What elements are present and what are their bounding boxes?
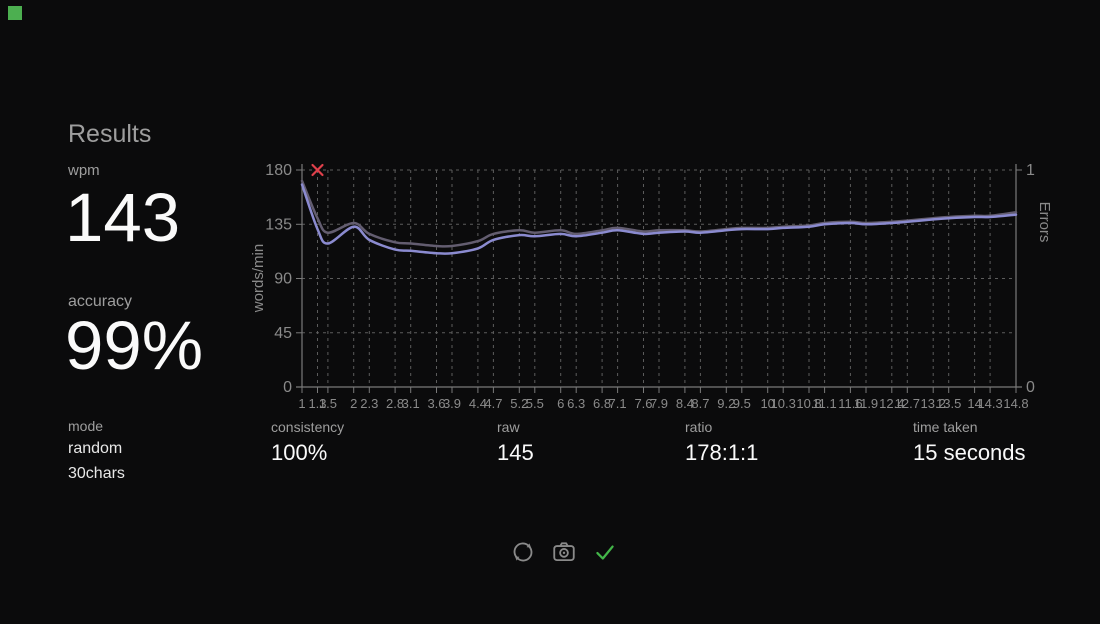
time-taken-label: time taken <box>913 419 978 435</box>
consistency-value: 100% <box>271 440 328 465</box>
done-button[interactable] <box>592 539 618 565</box>
svg-text:14.8: 14.8 <box>1003 396 1028 411</box>
page-title: Results <box>68 120 152 148</box>
ratio-label: ratio <box>685 419 713 435</box>
svg-text:11.6: 11.6 <box>838 396 862 411</box>
svg-text:1.5: 1.5 <box>319 396 337 411</box>
svg-text:180: 180 <box>265 162 292 179</box>
stat-ratio: ratio 178:1:1 <box>685 419 758 466</box>
svg-text:8.7: 8.7 <box>691 396 709 411</box>
chart-axes <box>296 164 1022 393</box>
svg-text:7.6: 7.6 <box>634 396 652 411</box>
svg-text:6.3: 6.3 <box>567 396 585 411</box>
svg-text:3.6: 3.6 <box>427 396 445 411</box>
svg-text:10.8: 10.8 <box>796 396 821 411</box>
svg-text:11.9: 11.9 <box>854 396 878 411</box>
time-taken-value: 15 seconds <box>913 440 1026 465</box>
svg-text:9.2: 9.2 <box>717 396 735 411</box>
svg-text:6.8: 6.8 <box>593 396 611 411</box>
svg-text:2.8: 2.8 <box>386 396 404 411</box>
svg-text:3.9: 3.9 <box>443 396 461 411</box>
svg-text:2: 2 <box>350 396 357 411</box>
svg-text:2.3: 2.3 <box>360 396 378 411</box>
mode-value-length: 30chars <box>68 465 125 482</box>
action-bar <box>510 539 618 565</box>
svg-text:1.3: 1.3 <box>308 396 326 411</box>
svg-text:1: 1 <box>1026 162 1035 179</box>
camera-icon <box>553 542 575 562</box>
svg-text:14: 14 <box>967 396 981 411</box>
stat-consistency: consistency 100% <box>271 419 344 466</box>
accuracy-value: 99% <box>65 307 204 384</box>
svg-text:0: 0 <box>1026 379 1035 396</box>
svg-text:13.5: 13.5 <box>936 396 961 411</box>
svg-text:3.1: 3.1 <box>402 396 420 411</box>
svg-text:1: 1 <box>298 396 305 411</box>
svg-text:10.3: 10.3 <box>771 396 796 411</box>
wpm-line <box>300 183 1018 255</box>
svg-text:9.5: 9.5 <box>733 396 751 411</box>
right-axis-title: Errors <box>1036 202 1053 243</box>
y-axis-title: words/min <box>250 244 267 313</box>
svg-text:8.4: 8.4 <box>676 396 694 411</box>
svg-text:4.7: 4.7 <box>484 396 502 411</box>
stat-time-taken: time taken 15 seconds <box>913 419 1026 466</box>
svg-text:10: 10 <box>760 396 774 411</box>
restart-test-button[interactable] <box>510 539 536 565</box>
error-marker <box>311 163 324 177</box>
svg-text:45: 45 <box>274 325 292 342</box>
chart-grid <box>302 169 1016 387</box>
wpm-label: wpm <box>68 162 100 179</box>
svg-text:12.7: 12.7 <box>895 396 920 411</box>
raw-line <box>300 179 1018 248</box>
ratio-value: 178:1:1 <box>685 440 759 465</box>
svg-text:14.3: 14.3 <box>977 396 1002 411</box>
check-icon <box>596 545 614 560</box>
svg-text:11.1: 11.1 <box>812 396 836 411</box>
raw-value: 145 <box>497 440 534 465</box>
screenshot-button[interactable] <box>551 539 577 565</box>
raw-label: raw <box>497 419 520 435</box>
svg-text:5.5: 5.5 <box>526 396 544 411</box>
svg-text:90: 90 <box>274 271 292 288</box>
accuracy-label: accuracy <box>68 293 133 310</box>
svg-text:135: 135 <box>265 216 292 233</box>
svg-text:4.4: 4.4 <box>469 396 487 411</box>
stat-raw: raw 145 <box>497 419 534 466</box>
svg-text:12.4: 12.4 <box>879 396 904 411</box>
recording-indicator <box>8 6 22 20</box>
svg-text:13.2: 13.2 <box>921 396 946 411</box>
svg-text:6: 6 <box>557 396 564 411</box>
svg-text:7.9: 7.9 <box>650 396 668 411</box>
consistency-label: consistency <box>271 419 345 435</box>
svg-text:0: 0 <box>283 379 292 396</box>
mode-value-type: random <box>68 440 123 457</box>
wpm-value: 143 <box>65 179 181 256</box>
mode-label: mode <box>68 418 104 434</box>
restart-icon <box>513 542 533 562</box>
svg-text:7.1: 7.1 <box>609 396 627 411</box>
svg-text:5.2: 5.2 <box>510 396 528 411</box>
